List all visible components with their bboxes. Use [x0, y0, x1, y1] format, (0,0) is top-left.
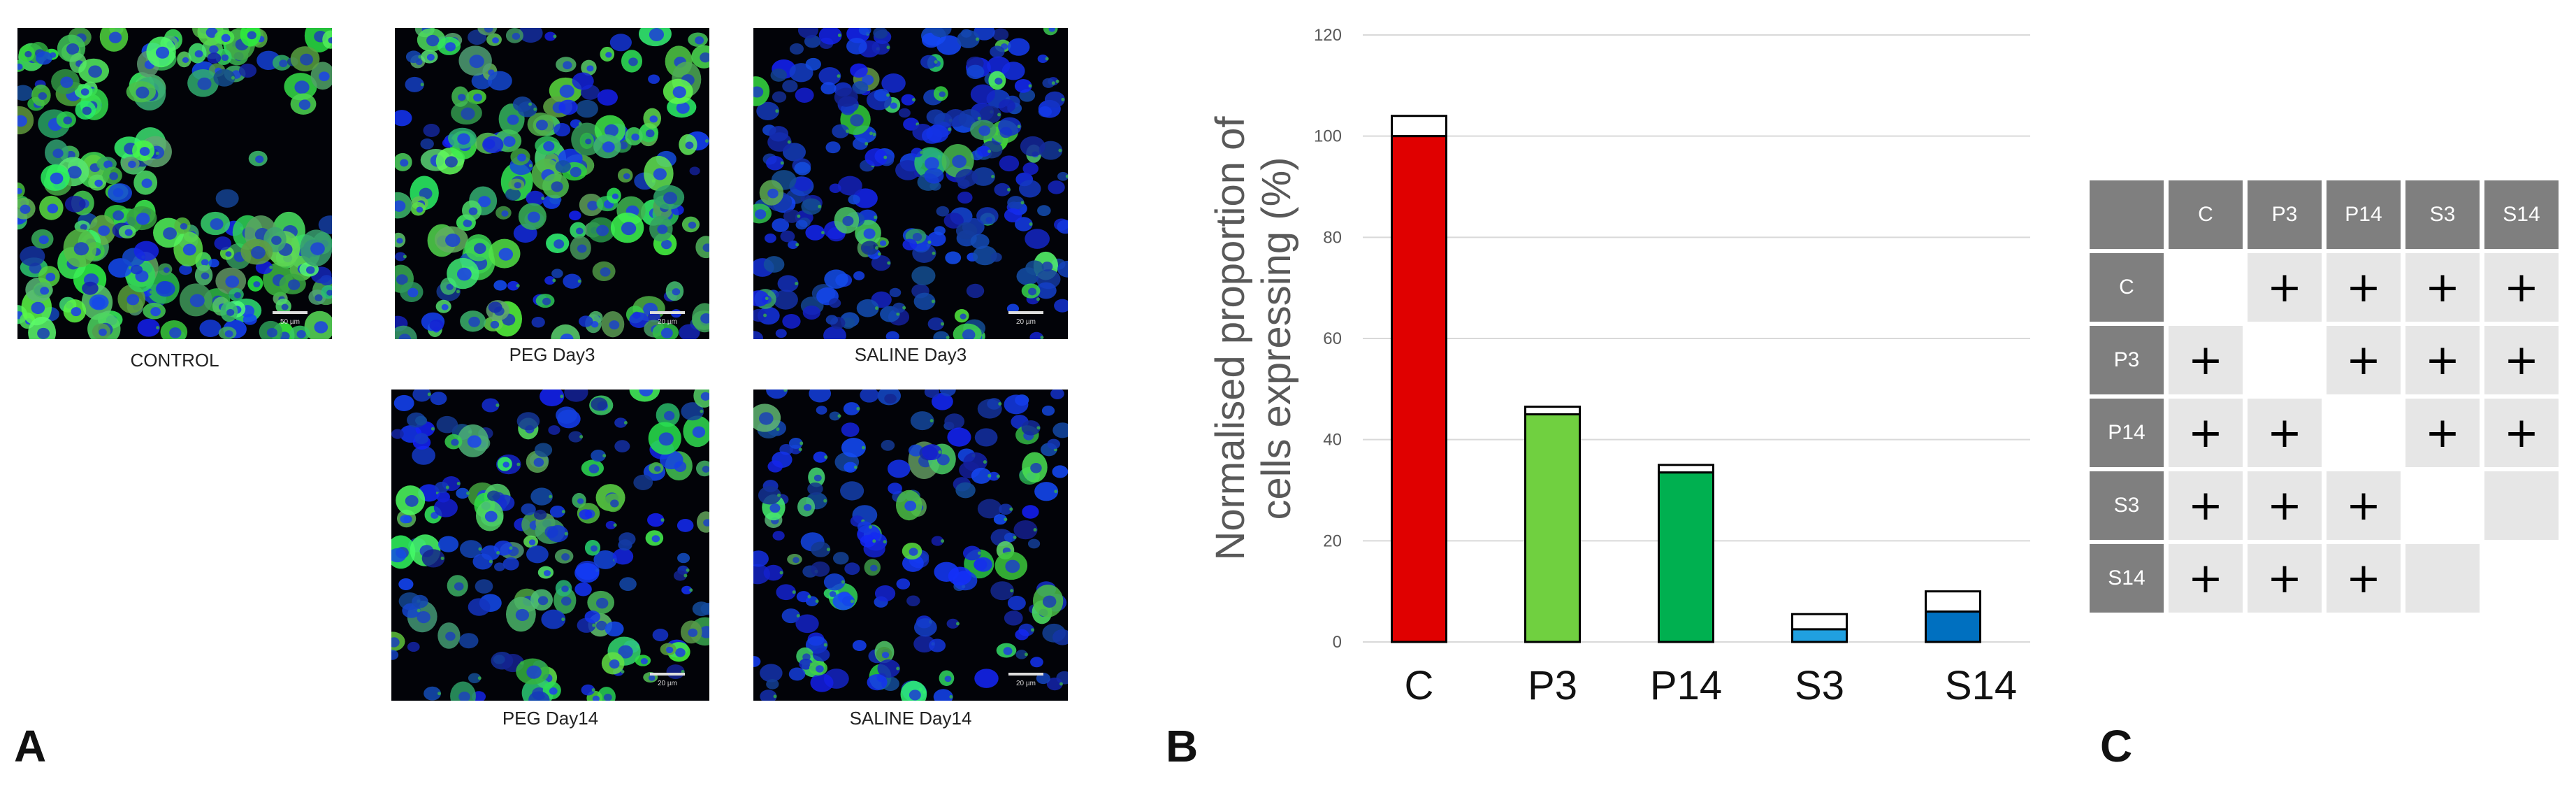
matrix-cell: + — [2327, 471, 2401, 540]
bar-chart: 0 20 40 60 80 100 120 Normalised proportion ofc… — [1208, 26, 2030, 708]
scale-bar-label: 20 µm — [658, 680, 677, 687]
panel-letter-a: A — [14, 721, 47, 771]
matrix-cell: + — [2169, 326, 2243, 394]
matrix-row-header: P14 — [2090, 399, 2164, 467]
y-tick-label: 100 — [1314, 127, 1342, 146]
matrix-column-header: P14 — [2327, 180, 2401, 249]
micrograph-label: SALINE Day14 — [849, 708, 972, 729]
matrix-diagonal-cell — [2327, 399, 2401, 467]
matrix-cell: + — [2327, 544, 2401, 613]
matrix-cell: + — [2248, 399, 2322, 467]
matrix-cell: + — [2327, 326, 2401, 394]
micrograph-label: CONTROL — [130, 350, 219, 371]
scale-bar-label: 20 µm — [658, 318, 677, 326]
matrix-cell: + — [2248, 253, 2322, 322]
micrograph-label: PEG Day3 — [509, 344, 595, 365]
x-tick-label: P3 — [1528, 663, 1577, 708]
matrix-diagonal-cell — [2248, 326, 2322, 394]
matrix-cell: + — [2248, 471, 2322, 540]
error-box — [1791, 613, 1848, 631]
error-box — [1658, 464, 1714, 474]
bar-s3 — [1791, 628, 1848, 643]
micrograph-saline-day3: 20 µm — [753, 28, 1068, 339]
micrograph-label: PEG Day14 — [502, 708, 599, 729]
matrix-cell: + — [2169, 399, 2243, 467]
matrix-cell: + — [2405, 399, 2480, 467]
micrograph-saline-day14: 20 µm — [753, 390, 1068, 701]
bar-s14 — [1925, 610, 1981, 643]
matrix-row-header: S14 — [2090, 544, 2164, 613]
matrix-column-header: C — [2169, 180, 2243, 249]
panel-letter-b: B — [1166, 721, 1199, 771]
x-tick-label: S14 — [1945, 663, 2017, 708]
matrix-cell: + — [2169, 544, 2243, 613]
matrix-cell: + — [2405, 326, 2480, 394]
x-tick-label: C — [1405, 663, 1434, 708]
y-tick-label: 120 — [1314, 26, 1342, 45]
matrix-cell: + — [2484, 326, 2559, 394]
y-tick-label: 40 — [1323, 431, 1342, 450]
matrix-corner — [2090, 180, 2164, 249]
matrix-cell-empty — [2484, 544, 2559, 613]
matrix-column-header: S3 — [2405, 180, 2480, 249]
x-tick-label: S3 — [1795, 663, 1844, 708]
y-tick-label: 0 — [1333, 633, 1342, 652]
micrograph-peg-day14: 20 µm — [391, 390, 709, 701]
error-box — [1524, 406, 1581, 416]
micrograph-label: SALINE Day3 — [854, 344, 967, 365]
matrix-cell — [2405, 544, 2480, 613]
error-box — [1925, 590, 1981, 613]
y-tick-label: 20 — [1323, 531, 1342, 550]
y-tick-label: 80 — [1323, 228, 1342, 247]
matrix-cell: + — [2169, 471, 2243, 540]
y-tick-label: 60 — [1323, 329, 1342, 348]
panel-letter-c: C — [2100, 721, 2133, 771]
y-axis-label: Normalised proportion ofcells expressing… — [1208, 116, 1299, 561]
matrix-column-header: P3 — [2248, 180, 2322, 249]
micrograph-peg-day3: 20 µm — [395, 28, 709, 339]
matrix-column-header: S14 — [2484, 180, 2559, 249]
matrix-cell: + — [2248, 544, 2322, 613]
bar-c — [1391, 135, 1447, 643]
matrix-row-header: P3 — [2090, 326, 2164, 394]
matrix-cell: + — [2405, 253, 2480, 322]
matrix-row-header: C — [2090, 253, 2164, 322]
matrix-cell — [2484, 471, 2559, 540]
bar-p14 — [1658, 471, 1714, 643]
scale-bar-label: 20 µm — [1016, 318, 1036, 326]
matrix-diagonal-cell — [2169, 253, 2243, 322]
matrix-cell: + — [2484, 399, 2559, 467]
micrograph-control: 50 µm — [17, 28, 332, 339]
matrix-diagonal-cell — [2405, 471, 2480, 540]
scale-bar-label: 50 µm — [280, 318, 300, 326]
error-box — [1391, 115, 1447, 138]
x-tick-label: P14 — [1650, 663, 1722, 708]
matrix-cell: + — [2327, 253, 2401, 322]
matrix-row-header: S3 — [2090, 471, 2164, 540]
scale-bar-label: 20 µm — [1016, 680, 1036, 687]
matrix-cell: + — [2484, 253, 2559, 322]
bar-p3 — [1524, 413, 1581, 643]
